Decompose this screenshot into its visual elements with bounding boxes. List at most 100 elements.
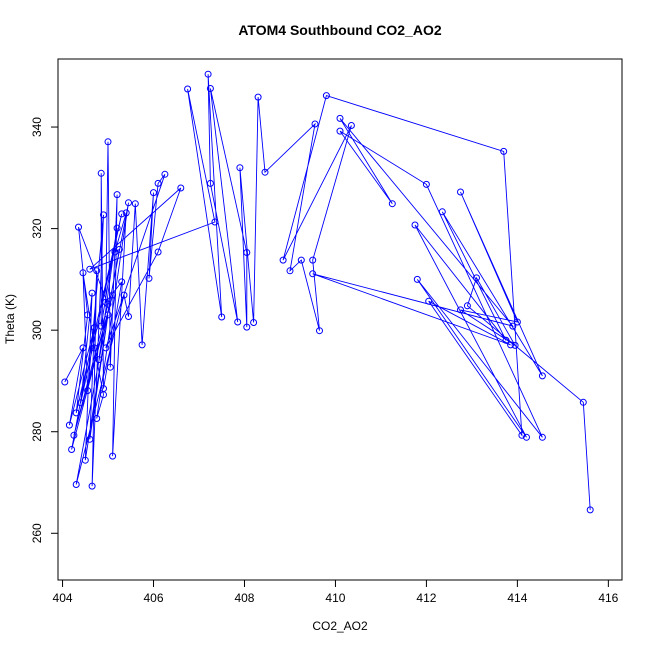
data-point bbox=[75, 223, 82, 231]
data-point bbox=[218, 313, 226, 321]
data-point bbox=[507, 341, 515, 349]
data-point bbox=[261, 168, 269, 176]
data-point bbox=[422, 180, 430, 188]
data-point bbox=[509, 322, 517, 330]
data-point bbox=[88, 482, 96, 490]
data-point bbox=[68, 446, 76, 453]
y-axis: 260 280 300 320 340 bbox=[30, 117, 59, 543]
data-point bbox=[234, 318, 242, 326]
data-point bbox=[309, 256, 317, 264]
data-point bbox=[102, 344, 110, 352]
data-point bbox=[425, 297, 433, 305]
data-point bbox=[131, 200, 139, 208]
data-point bbox=[150, 189, 157, 197]
data-point bbox=[90, 324, 98, 332]
data-point bbox=[154, 179, 162, 187]
x-tick-label: 414 bbox=[507, 591, 527, 605]
data-point bbox=[457, 306, 464, 314]
data-point bbox=[523, 433, 530, 441]
data-point bbox=[90, 344, 98, 352]
data-point bbox=[93, 415, 101, 422]
y-tick-label: 340 bbox=[30, 117, 44, 137]
y-tick-label: 300 bbox=[30, 320, 44, 340]
data-point bbox=[97, 169, 105, 177]
data-point bbox=[100, 211, 107, 219]
data-point bbox=[84, 311, 92, 319]
data-point bbox=[77, 399, 85, 407]
chart-title: ATOM4 Southbound CO2_AO2 bbox=[238, 22, 441, 38]
data-point bbox=[125, 199, 132, 207]
data-point bbox=[86, 435, 94, 443]
data-point bbox=[72, 481, 80, 488]
data-point bbox=[93, 267, 101, 275]
data-point bbox=[104, 311, 112, 319]
data-point bbox=[120, 291, 128, 299]
data-point bbox=[206, 85, 214, 92]
data-point bbox=[413, 275, 421, 283]
data-point bbox=[206, 179, 214, 187]
data-point bbox=[95, 356, 103, 364]
x-tick-label: 410 bbox=[325, 591, 345, 605]
data-point bbox=[184, 85, 192, 93]
data-point bbox=[100, 385, 107, 393]
y-axis-label: Theta (K) bbox=[3, 294, 17, 344]
data-point bbox=[388, 200, 396, 208]
data-point bbox=[65, 421, 73, 429]
data-point bbox=[309, 270, 317, 278]
data-point bbox=[113, 191, 121, 199]
data-point bbox=[579, 398, 587, 406]
data-point bbox=[254, 93, 262, 101]
data-point bbox=[311, 120, 319, 128]
data-point bbox=[104, 300, 112, 308]
data-point bbox=[236, 164, 244, 172]
data-point bbox=[279, 256, 287, 264]
y-tick-label: 260 bbox=[30, 523, 44, 543]
data-point bbox=[106, 363, 114, 371]
data-point bbox=[204, 70, 212, 78]
series-layer bbox=[61, 70, 594, 514]
data-point bbox=[109, 291, 117, 299]
x-axis-label: CO2_AO2 bbox=[312, 619, 368, 633]
data-point bbox=[104, 138, 112, 146]
data-point bbox=[500, 147, 508, 155]
data-point bbox=[473, 274, 480, 282]
data-point bbox=[88, 289, 96, 297]
y-tick-label: 320 bbox=[30, 218, 44, 238]
data-point bbox=[70, 431, 78, 439]
data-point bbox=[115, 245, 123, 253]
data-point bbox=[72, 409, 80, 417]
data-point bbox=[513, 318, 521, 326]
data-point bbox=[502, 336, 510, 344]
data-point bbox=[538, 372, 546, 380]
data-point bbox=[79, 269, 87, 277]
data-point bbox=[347, 122, 355, 129]
data-point bbox=[297, 256, 305, 264]
data-point bbox=[457, 188, 464, 196]
data-point bbox=[336, 114, 344, 122]
data-point bbox=[250, 319, 258, 326]
x-axis: 404 406 408 410 412 414 416 bbox=[53, 579, 619, 605]
y-tick-label: 280 bbox=[30, 421, 44, 441]
data-point bbox=[511, 341, 519, 349]
data-point bbox=[138, 341, 146, 349]
data-point bbox=[316, 327, 323, 335]
data-point bbox=[322, 92, 330, 100]
data-point bbox=[211, 218, 219, 226]
x-tick-label: 408 bbox=[234, 591, 254, 605]
x-tick-label: 416 bbox=[598, 591, 618, 605]
data-point bbox=[122, 209, 130, 217]
x-tick-label: 406 bbox=[144, 591, 164, 605]
data-point bbox=[438, 208, 446, 216]
data-point bbox=[61, 378, 69, 386]
data-point bbox=[177, 184, 185, 192]
data-point bbox=[118, 278, 126, 286]
data-point bbox=[243, 323, 251, 331]
data-point bbox=[463, 302, 471, 310]
data-point bbox=[411, 221, 419, 229]
data-point bbox=[118, 210, 126, 218]
data-point bbox=[113, 224, 121, 232]
x-tick-label: 404 bbox=[53, 591, 73, 605]
data-point bbox=[145, 274, 153, 282]
